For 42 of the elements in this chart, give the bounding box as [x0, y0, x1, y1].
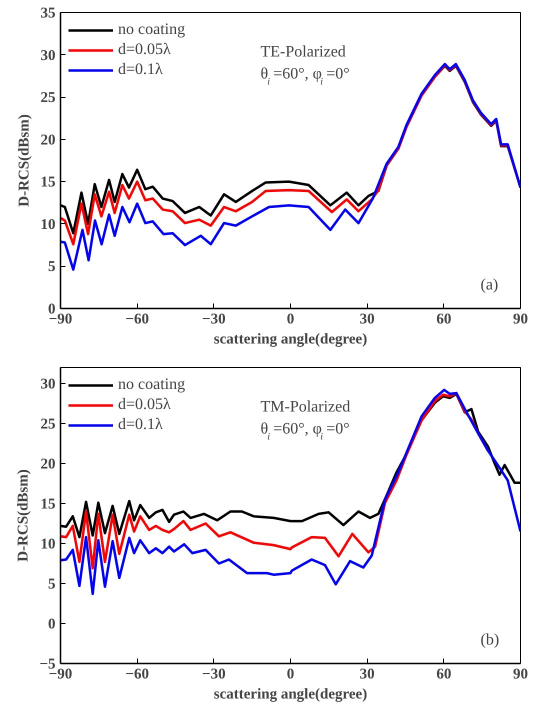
- x-tick-label: 0: [286, 666, 294, 682]
- y-tick-label: 15: [40, 174, 56, 191]
- x-tick-label: 0: [286, 312, 294, 328]
- y-tick-label: 15: [40, 496, 56, 512]
- legend-label: d=0.05λ: [118, 396, 171, 414]
- y-tick-label: 30: [40, 376, 56, 392]
- legend-label: no coating: [118, 21, 186, 39]
- x-axis-title: scattering angle(degree): [214, 686, 368, 702]
- x-tick-label: −30: [202, 666, 226, 682]
- y-tick-label: 25: [40, 416, 56, 432]
- y-tick-label: 5: [48, 576, 56, 592]
- annotation: TE-Polarized: [260, 44, 346, 60]
- legend-label: no coating: [118, 376, 186, 394]
- y-tick-label: 20: [40, 456, 56, 472]
- y-axis-title: D-RCS(dBsm): [15, 469, 32, 562]
- y-tick-label: −5: [39, 656, 56, 672]
- x-axis-title: scattering angle(degree): [214, 332, 368, 348]
- x-tick-label: 30: [360, 666, 375, 682]
- y-tick-label: 20: [40, 132, 56, 148]
- annotation: (a): [480, 276, 498, 294]
- y-tick-label: 0: [48, 302, 56, 318]
- x-tick-label: −60: [125, 312, 149, 328]
- x-tick-label: −60: [125, 666, 149, 682]
- x-tick-label: −30: [202, 312, 226, 328]
- x-tick-label: 90: [513, 666, 528, 682]
- y-axis-title: D-RCS(dBsm): [16, 114, 32, 207]
- y-tick-label: 10: [40, 536, 56, 552]
- x-tick-label: 90: [513, 312, 528, 328]
- y-tick-label: 25: [40, 90, 56, 106]
- y-tick-label: 5: [48, 259, 56, 276]
- y-tick-label: 0: [48, 616, 56, 632]
- y-tick-label: 35: [40, 6, 56, 22]
- legend-label: d=0.1λ: [118, 416, 163, 434]
- annotation: TM-Polarized: [260, 398, 350, 416]
- legend-label: d=0.1λ: [118, 61, 163, 79]
- y-tick-label: 30: [40, 48, 56, 64]
- x-tick-label: 60: [436, 312, 452, 328]
- legend-label: d=0.05λ: [118, 41, 171, 59]
- x-tick-label: 60: [436, 666, 452, 682]
- x-tick-label: 30: [360, 312, 375, 328]
- annotation: (b): [480, 632, 500, 648]
- y-tick-label: 10: [40, 216, 56, 233]
